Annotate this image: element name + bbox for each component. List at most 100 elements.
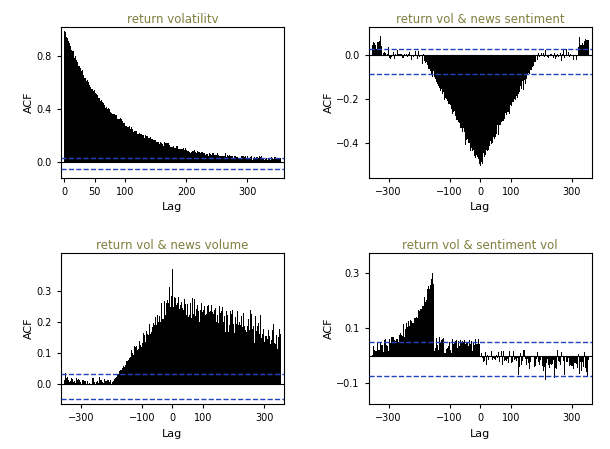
Bar	[82, 70, 83, 162]
Title: return vol & news sentiment: return vol & news sentiment	[396, 13, 564, 26]
Bar	[270, 159, 271, 162]
Bar	[203, 153, 204, 162]
Bar	[135, 131, 136, 162]
Bar	[265, 159, 266, 162]
Bar	[273, 159, 274, 162]
Bar	[170, 147, 171, 162]
Bar	[217, 153, 218, 162]
Bar	[279, 158, 280, 162]
Bar	[186, 150, 187, 162]
Bar	[91, 87, 92, 162]
Bar	[122, 122, 123, 162]
Bar	[175, 148, 176, 162]
Bar	[234, 156, 235, 162]
Bar	[111, 112, 112, 162]
Bar	[253, 158, 254, 162]
Bar	[126, 126, 127, 162]
Bar	[161, 141, 162, 162]
Bar	[129, 126, 130, 162]
Bar	[187, 151, 188, 162]
Bar	[83, 74, 84, 162]
Bar	[259, 156, 260, 162]
Bar	[177, 146, 178, 162]
Bar	[257, 158, 258, 162]
Bar	[269, 159, 270, 162]
Bar	[246, 158, 247, 162]
Bar	[180, 149, 181, 162]
Bar	[118, 119, 119, 162]
Bar	[140, 134, 141, 162]
Bar	[142, 136, 143, 162]
Bar	[113, 114, 114, 162]
Bar	[84, 78, 85, 162]
Bar	[262, 159, 263, 162]
Bar	[264, 159, 265, 162]
Bar	[176, 145, 177, 162]
Bar	[73, 51, 74, 162]
Bar	[65, 32, 66, 162]
Bar	[195, 152, 196, 162]
Bar	[226, 157, 227, 162]
Bar	[121, 119, 122, 162]
Bar	[167, 143, 168, 162]
Bar	[86, 78, 87, 162]
Bar	[77, 62, 78, 162]
Bar	[81, 69, 82, 162]
Bar	[153, 141, 154, 162]
Bar	[123, 123, 124, 162]
Bar	[174, 148, 175, 162]
Bar	[131, 127, 132, 162]
Bar	[68, 41, 69, 162]
Bar	[149, 138, 150, 162]
Bar	[158, 144, 159, 162]
Bar	[227, 156, 228, 162]
Bar	[192, 151, 193, 162]
Bar	[99, 98, 100, 162]
Bar	[169, 146, 170, 162]
Bar	[159, 144, 160, 162]
Bar	[274, 158, 275, 162]
Bar	[90, 87, 91, 162]
Bar	[185, 148, 186, 162]
Bar	[239, 159, 240, 162]
Bar	[76, 60, 77, 162]
Bar	[114, 116, 115, 162]
Bar	[165, 143, 166, 162]
Bar	[243, 156, 244, 162]
Bar	[164, 142, 165, 162]
Bar	[95, 92, 96, 162]
Bar	[189, 152, 190, 162]
Bar	[190, 154, 191, 162]
Bar	[229, 155, 230, 162]
Bar	[245, 156, 246, 162]
Bar	[188, 151, 189, 162]
Bar	[110, 112, 111, 162]
Bar	[101, 100, 102, 162]
Bar	[268, 159, 269, 162]
Bar	[278, 159, 279, 162]
Bar	[155, 140, 156, 162]
Bar	[147, 136, 148, 162]
Bar	[107, 109, 108, 162]
Bar	[102, 102, 103, 162]
Bar	[67, 36, 68, 162]
Bar	[138, 134, 139, 162]
Bar	[75, 57, 76, 162]
X-axis label: Lag: Lag	[470, 202, 490, 212]
Bar	[261, 156, 262, 162]
Bar	[163, 146, 164, 162]
Bar	[166, 145, 167, 162]
Bar	[106, 107, 107, 162]
Bar	[144, 137, 145, 162]
Bar	[181, 150, 182, 162]
Bar	[256, 158, 257, 162]
Bar	[204, 153, 205, 162]
Bar	[193, 150, 194, 162]
Bar	[280, 158, 281, 162]
Bar	[215, 154, 216, 162]
Bar	[236, 157, 237, 162]
Bar	[233, 158, 234, 162]
Title: return vol & news volume: return vol & news volume	[96, 239, 249, 252]
Bar	[224, 155, 225, 162]
Y-axis label: ACF: ACF	[24, 92, 34, 113]
